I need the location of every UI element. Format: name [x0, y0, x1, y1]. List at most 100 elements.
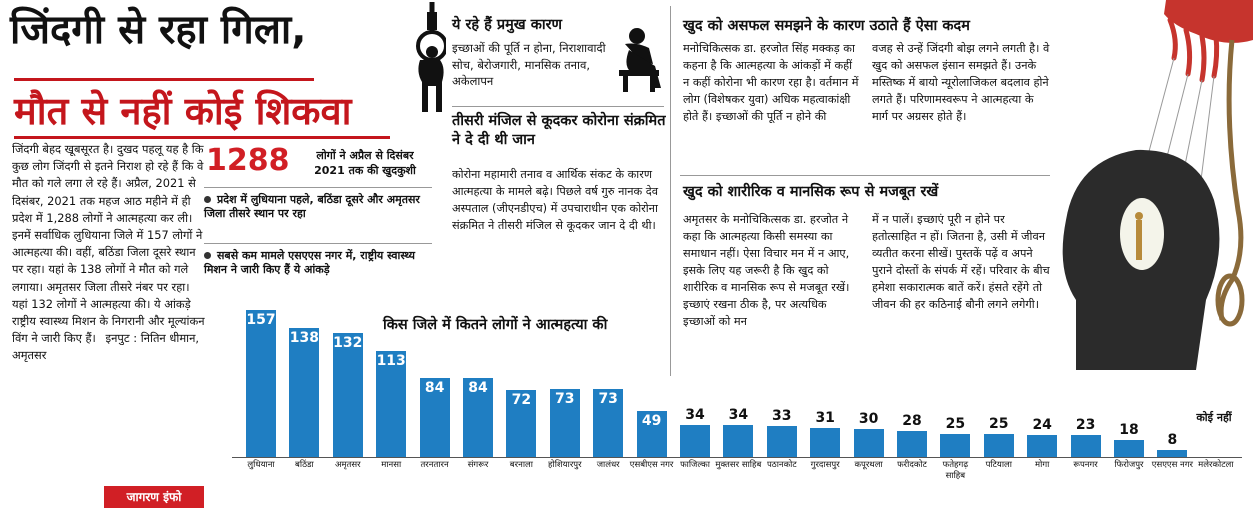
bar: [766, 426, 797, 457]
bar: [810, 427, 841, 457]
bar-category-label: बठिंडा: [295, 460, 314, 470]
bar-category-label: होशियारपुर: [547, 460, 582, 470]
stat-number: 1288: [206, 143, 290, 178]
puppet-head-illustration: [1062, 0, 1253, 370]
bar: [463, 378, 493, 457]
bar-value-label: 8: [1167, 431, 1178, 448]
bar-category-label: फिरोजपुर: [1114, 460, 1144, 470]
sad-person-icon: [619, 28, 661, 92]
bar: [897, 430, 927, 457]
bar: [419, 378, 450, 457]
bar-value-label: 25: [989, 415, 1009, 432]
bar: [549, 388, 580, 457]
stat-note: लोगों ने अप्रैल से दिसंबर 2021 तक की खुद…: [314, 149, 416, 177]
divider: [452, 106, 664, 107]
bar-category-label: पठानकोट: [766, 460, 797, 470]
bar-category-label: गुरदासपुर: [810, 460, 840, 470]
bar-value-label: 157: [246, 311, 276, 328]
bar-category-label: बरनाला: [509, 460, 533, 470]
bar-value-label: 84: [424, 380, 445, 397]
third-floor-text: कोरोना महामारी तनाव व आर्थिक संकट के कार…: [452, 168, 659, 232]
bar-value-label: 18: [1119, 422, 1139, 439]
bar-value-label: कोई नहीं: [1196, 411, 1232, 424]
bar-category-label: अमृतसर: [334, 460, 361, 470]
bar: [289, 327, 320, 457]
bar-category-label: फाजिल्का: [680, 460, 710, 470]
bullet-item: प्रदेश में लुधियाना पहले, बठिंडा दूसरे औ…: [204, 193, 420, 220]
reasons-text: इच्छाओं की पूर्ति न होना, निराशावादी सोच…: [452, 41, 606, 88]
failure-col1: मनोचिकित्सक डा. हरजोत सिंह मक्कड़ का कहन…: [683, 42, 859, 123]
source-credit: जागरण इंफो: [104, 486, 204, 508]
bar: [983, 433, 1014, 457]
bar: [636, 411, 667, 457]
headline-rule: [14, 78, 314, 81]
chart-title: किस जिले में कितने लोगों ने आत्महत्या की: [383, 317, 608, 333]
divider: [204, 187, 432, 188]
bar-category-label: पटियाला: [985, 460, 1012, 470]
failure-col2: वजह से उन्हें जिंदगी बोझ लगने लगती है। व…: [872, 42, 1050, 123]
reasons-title: ये रहे हैं प्रमुख कारण: [452, 17, 563, 33]
bar: [1157, 449, 1188, 457]
bar: [332, 333, 363, 457]
bar-value-label: 34: [685, 407, 705, 424]
strong-title: खुद को शारीरिक व मानसिक रूप से मजबूत रखे…: [683, 184, 939, 200]
bar-value-label: 30: [858, 410, 879, 427]
bullet-dot-icon: [204, 196, 211, 203]
chart-axis: [232, 457, 1242, 458]
bar: [940, 433, 971, 457]
bar: [680, 425, 710, 457]
bar-category-label: एसएएस नगर: [1151, 460, 1194, 470]
bar-value-label: 72: [511, 391, 532, 408]
headline-line1: जिंदगी से रहा गिला,: [10, 7, 307, 53]
bar-category-label: कपूरथला: [854, 460, 883, 470]
bar-category-label: मोगा: [1035, 460, 1050, 470]
bar-value-label: 73: [555, 390, 575, 407]
bar-value-label: 113: [376, 353, 406, 370]
bar-value-label: 23: [1075, 417, 1096, 434]
failure-title: खुद को असफल समझने के कारण उठाते हैं ऐसा …: [683, 18, 970, 34]
bar-category-label: मलेरकोटला: [1198, 460, 1234, 470]
bar-category-label: रूपनगर: [1073, 460, 1098, 470]
bar-value-label: 84: [468, 380, 488, 397]
bar-value-label: 73: [598, 390, 618, 407]
divider: [680, 175, 1050, 176]
input-credit: इनपुट : नितिन धीमान, अमृतसर: [12, 331, 200, 363]
bar-value-label: 33: [772, 408, 792, 425]
bar-value-label: 24: [1032, 416, 1052, 433]
bullet-dot-icon: [204, 252, 211, 259]
bar-value-label: 132: [333, 335, 363, 352]
divider: [670, 6, 671, 376]
bar-category-label: लुधियाना: [247, 460, 275, 470]
bar: [1070, 435, 1101, 457]
divider: [204, 243, 432, 244]
intro-text: जिंदगी बेहद खूबसूरत है। दुखद पहलू यह है …: [12, 141, 208, 365]
bar: [246, 309, 276, 457]
headline-rule-2: [14, 136, 390, 139]
bar: [723, 425, 754, 457]
bar-value-label: 25: [945, 415, 966, 432]
bar: [376, 351, 407, 457]
bar-category-label: मानसा: [381, 460, 402, 470]
bar-value-label: 31: [815, 409, 835, 426]
bar-category-label: मुक्तसर साहिब: [715, 460, 762, 470]
bar-category-label: संगरूर: [467, 460, 489, 470]
bar-category-label: जालंधर: [596, 460, 620, 470]
bar: [593, 388, 624, 457]
bar-category-label: फरीदकोट: [897, 460, 927, 470]
bar-value-label: 28: [902, 412, 922, 429]
bar-category-label: तरनतारन: [420, 460, 449, 470]
bar-value-label: 34: [728, 407, 749, 424]
strong-col2: में न पालें। इच्छाएं पूरी न होने पर हतोत…: [872, 213, 1050, 311]
headline-line2: मौत से नहीं कोई शिकवा: [14, 89, 352, 133]
bar-value-label: 49: [641, 413, 662, 430]
intro-paragraph: जिंदगी बेहद खूबसूरत है। दुखद पहलू यह है …: [12, 142, 205, 346]
third-floor-title: तीसरी मंजिल से कूदकर कोरोना संक्रमित ने …: [452, 113, 666, 148]
bar: [506, 389, 537, 457]
bullet-item: सबसे कम मामले एसएएस नगर में, राष्ट्रीय स…: [204, 249, 416, 276]
noose-icon: [416, 2, 446, 112]
bar-value-label: 138: [289, 329, 319, 346]
bar-category-label: एसबीएस नगर: [629, 460, 674, 470]
bar-category-label: फतेहगढ़ साहिब: [942, 460, 969, 481]
bar: [853, 428, 884, 457]
strong-col1: अमृतसर के मनोचिकित्सक डा. हरजोत ने कहा क…: [683, 213, 850, 328]
